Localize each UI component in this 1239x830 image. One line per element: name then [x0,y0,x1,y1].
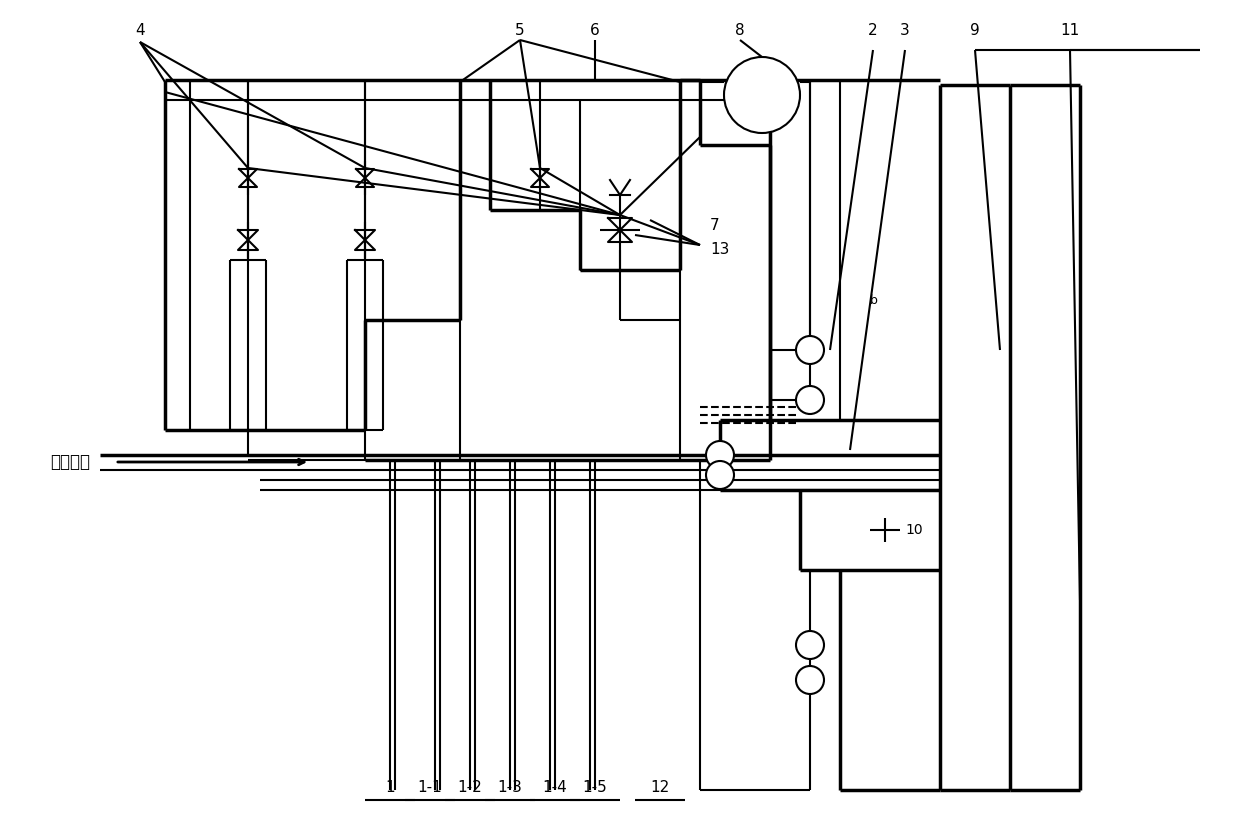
Text: 1-1: 1-1 [418,780,442,795]
Circle shape [795,666,824,694]
Text: 3: 3 [900,23,909,38]
Circle shape [724,57,800,133]
Text: 12: 12 [650,780,669,795]
Circle shape [706,441,733,469]
Circle shape [795,336,824,364]
Text: 11: 11 [1061,23,1079,38]
Text: 1-4: 1-4 [543,780,567,795]
Text: 4: 4 [135,23,145,38]
Text: 6: 6 [590,23,600,38]
Text: 13: 13 [710,242,730,257]
Text: 5: 5 [515,23,525,38]
Text: 10: 10 [904,523,923,537]
Text: 9: 9 [970,23,980,38]
Text: 1-5: 1-5 [582,780,607,795]
Text: 一次风粉: 一次风粉 [50,453,90,471]
Text: 2: 2 [869,23,877,38]
Circle shape [706,461,733,489]
Circle shape [795,386,824,414]
Text: b: b [870,294,878,306]
Text: 1-2: 1-2 [457,780,482,795]
Text: 8: 8 [735,23,745,38]
Text: 7: 7 [710,217,720,232]
Circle shape [795,631,824,659]
Text: 1-3: 1-3 [498,780,523,795]
Text: 1: 1 [385,780,395,795]
